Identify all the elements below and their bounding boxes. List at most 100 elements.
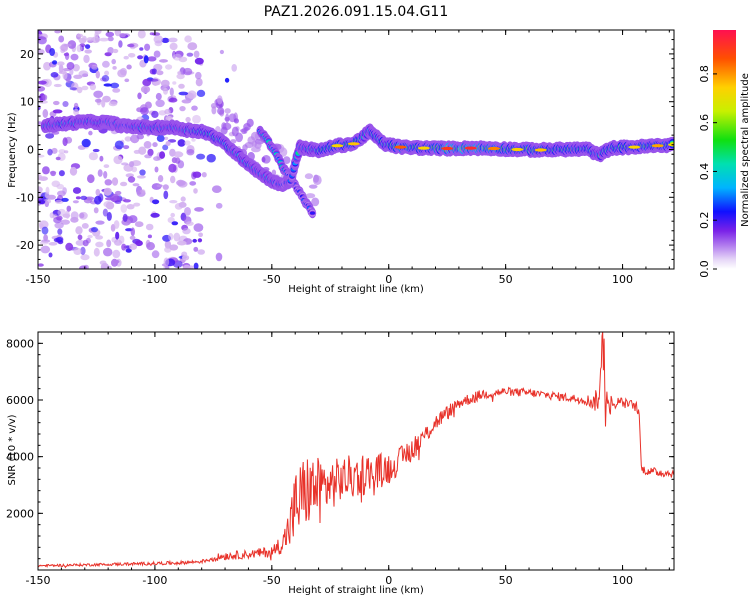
noise-blob (153, 35, 164, 44)
hotspot (628, 145, 641, 149)
noise-blob (41, 226, 49, 235)
hotspot (511, 147, 524, 152)
noise-blob (53, 238, 61, 243)
noise-blob (81, 223, 89, 229)
hotspot (534, 148, 547, 152)
noise-blob (104, 70, 110, 76)
x-tick-label: -50 (263, 273, 281, 286)
noise-blob (78, 37, 87, 44)
noise-blob (77, 234, 83, 241)
noise-blob (177, 240, 187, 246)
noise-blob (139, 169, 146, 176)
noise-blob (192, 171, 202, 178)
noise-blob (53, 83, 62, 88)
noise-blob (165, 116, 173, 121)
noise-blob (113, 220, 120, 229)
noise-blob (193, 188, 198, 194)
noise-blob (88, 152, 98, 161)
noise-blob (120, 181, 128, 187)
noise-blob (97, 169, 103, 177)
noise-blob (80, 246, 86, 255)
hotspot (488, 146, 500, 151)
noise-blob (62, 101, 69, 107)
noise-blob (87, 234, 93, 239)
noise-blob (42, 109, 49, 118)
noise-blob (93, 90, 104, 99)
noise-blob (130, 227, 135, 237)
noise-blob (110, 193, 120, 203)
x-tick-label: -100 (142, 574, 167, 587)
colorbar-label: Normalized spectral amplitude (740, 73, 750, 227)
noise-blob (113, 259, 120, 264)
noise-blob (159, 151, 166, 159)
noise-blob (63, 150, 69, 154)
noise-blob (103, 247, 113, 257)
noise-blob (172, 81, 177, 85)
noise-blob (151, 68, 157, 75)
noise-blob (51, 180, 61, 188)
noise-blob (219, 49, 224, 55)
colorbar-tick-label: 0.2 (698, 211, 711, 229)
hotspot (347, 142, 360, 146)
y-tick-label: 6000 (6, 394, 34, 407)
noise-blob (155, 99, 165, 108)
noise-blob (152, 142, 158, 148)
noise-blob (135, 240, 143, 247)
noise-blob (217, 107, 225, 115)
noise-blob (115, 190, 122, 196)
noise-blob (231, 64, 237, 72)
x-tick-label: -150 (26, 574, 51, 587)
noise-blob (129, 235, 136, 240)
y-tick-label: -10 (16, 191, 34, 204)
noise-blob (69, 166, 78, 176)
hotspot (417, 146, 430, 150)
snr-frame (37, 331, 675, 571)
x-tick-label: -100 (142, 273, 167, 286)
noise-blob (159, 59, 168, 63)
noise-blob (157, 175, 164, 183)
noise-blob (143, 141, 152, 149)
noise-blob (114, 140, 124, 150)
noise-blob (170, 212, 175, 218)
noise-blob (42, 166, 50, 175)
noise-blob (67, 40, 77, 49)
noise-blob (39, 220, 49, 229)
noise-blob (168, 233, 174, 241)
noise-blob (42, 94, 48, 101)
noise-blob (110, 82, 120, 89)
noise-blob (38, 49, 45, 55)
noise-blob (241, 128, 247, 135)
noise-blob (194, 57, 204, 65)
noise-blob (75, 226, 83, 235)
noise-blob (217, 95, 223, 105)
noise-blob (193, 246, 199, 252)
noise-blob (196, 153, 206, 160)
noise-blob (154, 166, 159, 173)
noise-blob (81, 85, 89, 91)
noise-blob (72, 187, 82, 194)
noise-blob (182, 264, 191, 269)
noise-blob (186, 149, 195, 156)
noise-blob (127, 176, 136, 183)
noise-blob (91, 226, 98, 233)
noise-blob (147, 148, 154, 157)
noise-blob (137, 55, 144, 60)
noise-blob (184, 35, 192, 43)
noise-blob (194, 207, 204, 212)
noise-blob (38, 263, 44, 267)
noise-blob (138, 146, 147, 155)
noise-blob (146, 242, 156, 251)
noise-blob (38, 186, 43, 193)
noise-blob (114, 200, 122, 204)
noise-blob (103, 83, 113, 87)
noise-blob (78, 70, 89, 78)
noise-blob (163, 87, 168, 95)
noise-blob (143, 55, 149, 64)
x-tick-label: -150 (26, 273, 51, 286)
noise-blob (177, 160, 185, 169)
noise-blob (80, 254, 90, 261)
noise-blob (123, 145, 130, 150)
noise-blob (58, 64, 64, 73)
noise-blob (111, 58, 116, 65)
noise-blob (176, 179, 184, 186)
